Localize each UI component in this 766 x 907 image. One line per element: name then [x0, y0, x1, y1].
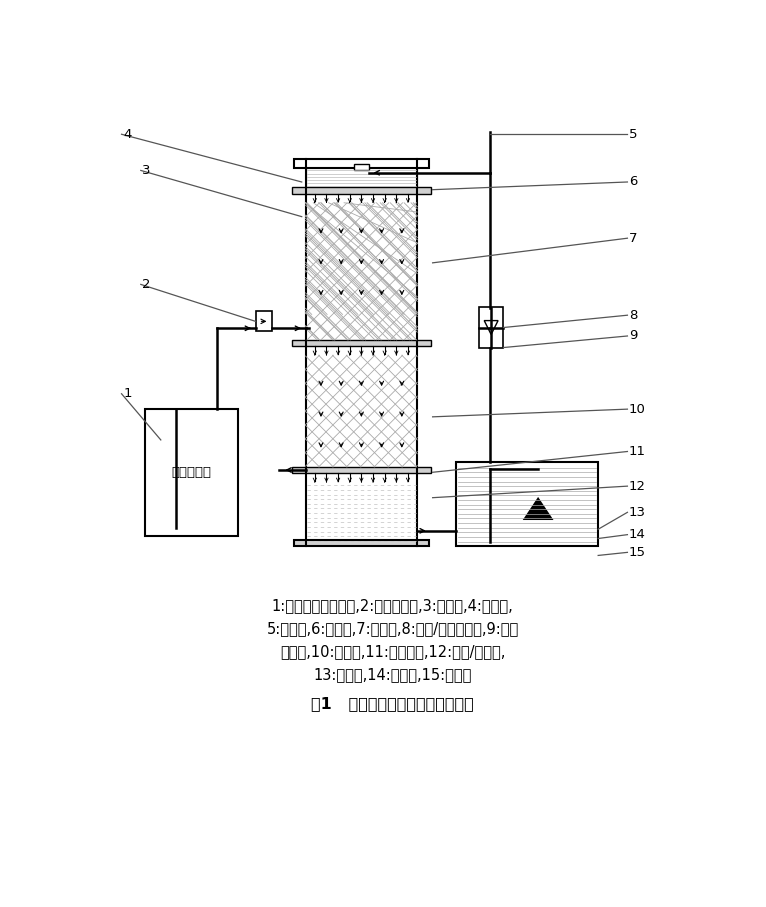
Text: 12: 12 [629, 480, 646, 493]
Bar [256, 311, 273, 331]
Text: 流量计,10:混合层,11:尾气出口,12:出水/气底座,: 流量计,10:混合层,11:尾气出口,12:出水/气底座, [280, 644, 506, 659]
Bar [456, 462, 598, 546]
Bar [292, 467, 431, 473]
Text: 10: 10 [629, 403, 646, 415]
Text: 4: 4 [123, 128, 132, 141]
Text: 臭氧发生器: 臭氧发生器 [172, 466, 211, 479]
Text: 15: 15 [629, 546, 646, 559]
Text: 5: 5 [629, 128, 637, 141]
Text: 图1   臭氧溶解效率试验系统示意图: 图1 臭氧溶解效率试验系统示意图 [311, 697, 474, 711]
Text: 6: 6 [629, 175, 637, 189]
Polygon shape [522, 497, 554, 520]
Text: 3: 3 [142, 164, 151, 177]
Bar [292, 188, 431, 193]
Text: 8: 8 [629, 308, 637, 322]
Bar [146, 409, 237, 536]
Text: 11: 11 [629, 445, 646, 458]
Text: 1:纯氧源臭氧发生器,2:气体流量计,3:进气口,4:进水层,: 1:纯氧源臭氧发生器,2:气体流量计,3:进气口,4:进水层, [272, 598, 513, 613]
Polygon shape [484, 320, 498, 335]
Text: 2: 2 [142, 278, 151, 291]
Bar [294, 159, 429, 168]
Text: 13: 13 [629, 506, 646, 519]
Text: 1: 1 [123, 387, 132, 400]
Bar [294, 540, 429, 546]
Text: 5:进水口,6:布水板,7:混合层,8:布水/导气支撑板,9:液体: 5:进水口,6:布水板,7:混合层,8:布水/导气支撑板,9:液体 [267, 621, 519, 636]
Text: 14: 14 [629, 528, 646, 541]
Text: 13:出水口,14:蓄水池,15:潜水泵: 13:出水口,14:蓄水池,15:潜水泵 [313, 667, 472, 682]
Bar [479, 307, 503, 347]
Bar [306, 168, 417, 188]
Bar [354, 163, 369, 170]
Text: 9: 9 [629, 329, 637, 343]
Text: 7: 7 [629, 231, 637, 245]
Bar [292, 340, 431, 346]
